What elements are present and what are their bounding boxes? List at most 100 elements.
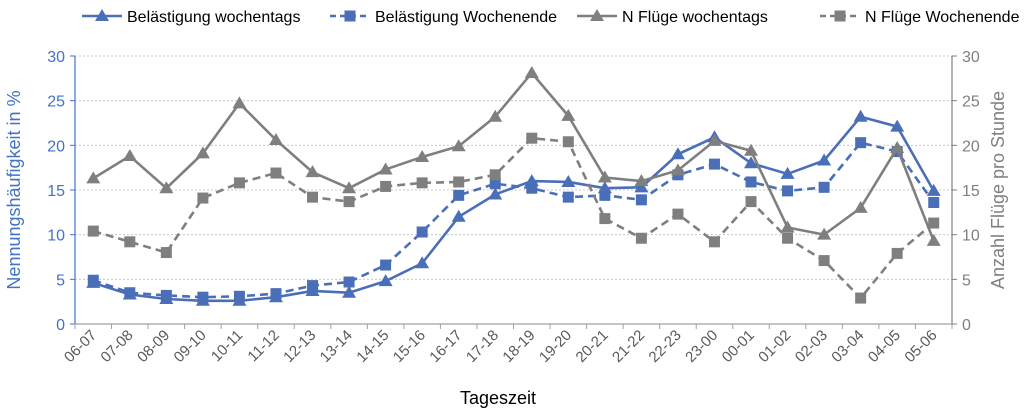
data-point-square xyxy=(344,10,356,22)
y-tick-label-left: 30 xyxy=(47,49,65,66)
y-tick-label-right: 5 xyxy=(962,272,971,289)
x-tick-label: 01-02 xyxy=(755,327,794,366)
legend-item: Belästigung wochentags xyxy=(82,9,300,26)
data-point-square xyxy=(745,176,757,188)
data-point-triangle xyxy=(195,146,210,159)
data-point-square xyxy=(453,189,465,201)
legend-item: Belästigung Wochenende xyxy=(330,9,557,26)
data-point-square xyxy=(197,192,209,204)
x-tick-label: 23-00 xyxy=(682,327,721,366)
data-point-square xyxy=(928,197,940,209)
x-tick-label: 08-09 xyxy=(134,327,173,366)
x-tick-label: 09-10 xyxy=(171,327,210,366)
y-tick-label-right: 25 xyxy=(962,94,980,111)
data-point-square xyxy=(562,136,574,148)
data-point-triangle xyxy=(780,220,795,233)
x-tick-label: 20-21 xyxy=(573,327,612,366)
data-point-triangle xyxy=(890,119,905,132)
data-point-square xyxy=(526,182,538,194)
x-tick-label: 06-07 xyxy=(61,327,100,366)
x-tick-label: 16-17 xyxy=(426,327,465,366)
data-point-square xyxy=(672,208,684,220)
x-tick-label: 12-13 xyxy=(280,327,319,366)
data-point-square xyxy=(599,213,611,225)
data-point-triangle xyxy=(561,108,576,121)
y-tick-label-left: 15 xyxy=(47,183,65,200)
y-tick-label-left: 20 xyxy=(47,138,65,155)
x-tick-label: 10-11 xyxy=(208,327,246,365)
x-tick-label: 15-16 xyxy=(390,327,429,366)
series-line xyxy=(92,70,935,242)
data-point-square xyxy=(708,236,720,248)
data-point-square xyxy=(124,287,136,299)
data-point-square xyxy=(928,217,940,229)
data-point-square xyxy=(782,232,794,244)
data-point-triangle xyxy=(305,165,320,178)
data-point-square xyxy=(87,225,99,237)
y-tick-label-left: 25 xyxy=(47,94,65,111)
x-tick-label: 14-15 xyxy=(353,327,392,366)
y-tick-label-left: 10 xyxy=(47,228,65,245)
data-point-square xyxy=(307,191,319,203)
data-point-square xyxy=(855,137,867,149)
data-point-square xyxy=(160,247,172,259)
data-point-triangle xyxy=(926,183,941,196)
x-tick-label: 00-01 xyxy=(719,327,758,366)
x-tick-label: 07-08 xyxy=(97,327,136,366)
data-point-triangle xyxy=(451,209,466,222)
y-tick-label-right: 10 xyxy=(962,228,980,245)
data-point-square xyxy=(124,236,136,248)
data-point-square xyxy=(708,158,720,170)
data-point-triangle xyxy=(342,285,357,298)
data-point-triangle xyxy=(451,139,466,152)
data-point-square xyxy=(270,167,282,179)
x-tick-label: 05-06 xyxy=(901,327,940,366)
x-tick-label: 21-22 xyxy=(609,327,648,366)
data-point-triangle xyxy=(488,187,503,200)
data-point-square xyxy=(818,181,830,193)
x-tick-label: 11-12 xyxy=(244,327,282,365)
data-point-square xyxy=(343,276,355,288)
data-point-triangle xyxy=(817,227,832,240)
x-tick-label: 19-20 xyxy=(536,327,575,366)
y-tick-label-right: 30 xyxy=(962,49,980,66)
y-tick-label-right: 15 xyxy=(962,183,980,200)
data-point-triangle xyxy=(853,200,868,213)
data-point-square xyxy=(416,177,428,189)
data-point-triangle xyxy=(817,153,832,166)
data-point-square xyxy=(782,185,794,197)
x-tick-label: 22-23 xyxy=(646,327,685,366)
data-point-triangle xyxy=(670,163,685,176)
data-point-square xyxy=(818,255,830,267)
data-point-square xyxy=(380,259,392,271)
data-point-square xyxy=(160,289,172,301)
data-point-triangle xyxy=(488,109,503,122)
data-point-triangle xyxy=(159,181,174,194)
grid xyxy=(75,55,952,280)
data-point-square xyxy=(855,292,867,304)
data-point-triangle xyxy=(232,96,247,109)
legend-label: Belästigung Wochenende xyxy=(375,9,557,26)
y-axis-title-left: Nennungshäufigkeit in % xyxy=(4,90,24,289)
data-point-triangle xyxy=(890,141,905,154)
data-point-triangle xyxy=(670,147,685,160)
data-point-square xyxy=(307,280,319,292)
data-point-square xyxy=(416,226,428,238)
y-axis-title-right: Anzahl Flüge pro Stunde xyxy=(988,91,1008,289)
data-point-square xyxy=(233,290,245,302)
x-tick-label: 18-19 xyxy=(499,327,538,366)
data-point-triangle xyxy=(744,143,759,156)
data-point-triangle xyxy=(634,180,649,193)
data-point-triangle xyxy=(597,170,612,183)
data-point-square xyxy=(635,194,647,206)
series-n-flüge-wochentags xyxy=(86,65,941,246)
legend-label: N Flüge Wochenende xyxy=(865,9,1020,26)
series-line xyxy=(92,136,935,301)
y-tick-label-right: 20 xyxy=(962,138,980,155)
series-line xyxy=(92,141,935,299)
data-point-triangle xyxy=(780,166,795,179)
data-point-square xyxy=(233,177,245,189)
data-point-square xyxy=(745,196,757,208)
x-tick-label: 02-03 xyxy=(792,327,831,366)
